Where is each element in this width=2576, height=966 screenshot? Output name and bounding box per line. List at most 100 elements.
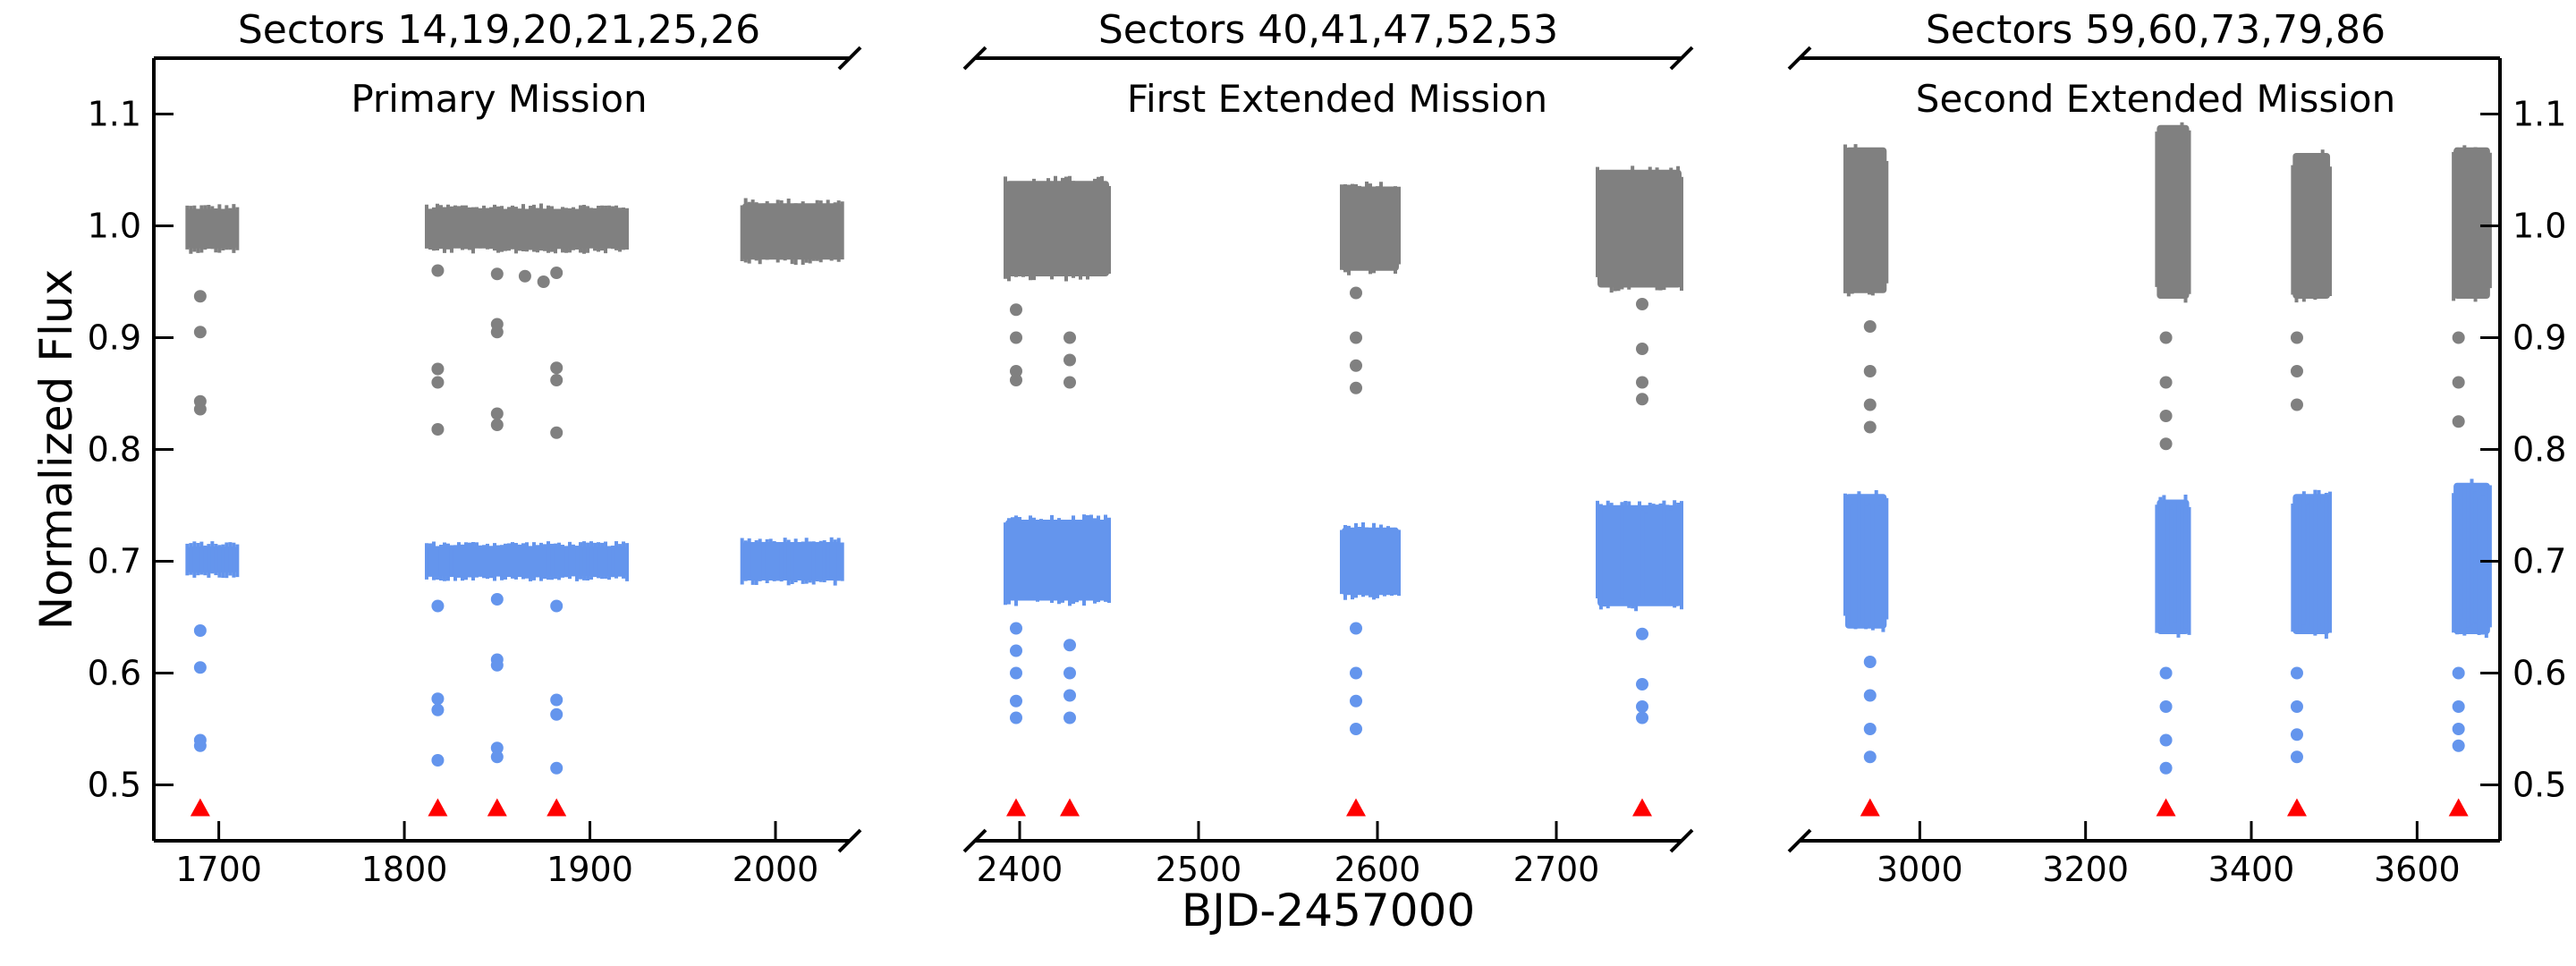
plot-layer: 1700 1800 1900 2000 2400 2500 2600 2700 3000 3200…: [88, 46, 2566, 889]
series-1-dip-point-13: [2452, 376, 2465, 389]
series-1-dip-point-17: [550, 267, 564, 279]
series-1-dip-point-6: [2159, 376, 2173, 389]
series-1-dip-point-1: [1863, 320, 1877, 333]
break-mark: [1669, 828, 1694, 853]
series-2-dip-point-11: [2290, 728, 2303, 741]
x-tick-label: 1900: [547, 850, 633, 889]
transit-marker-4: [2448, 798, 2469, 817]
series-1-dip-point-5: [1063, 331, 1076, 344]
series-2-dip-point-9: [1063, 711, 1076, 724]
series-2-dip-point-8: [2159, 761, 2173, 775]
series-2-dip-point-15: [2452, 723, 2465, 735]
series-2-dip-point-8: [431, 599, 445, 613]
series-2-dip-point-10: [1350, 622, 1362, 635]
series-1-dip-point-11: [2290, 398, 2303, 411]
series-2-dip-point-4: [193, 739, 207, 752]
series-2-dip-point-8: [1063, 689, 1076, 702]
series-2-dip-point-11: [1350, 666, 1362, 680]
x-tick-label: 2000: [733, 850, 819, 889]
series-1-dip-point-13: [1636, 343, 1648, 355]
series-1-dip-point-12: [490, 419, 504, 431]
y-tick-label: 0.8: [88, 430, 141, 470]
series-1-dip-point-8: [1350, 286, 1362, 300]
transit-marker-2: [2156, 798, 2176, 817]
x-tick-label: 2600: [1335, 850, 1421, 889]
y-tick-label: 0.9: [88, 318, 141, 358]
y-tick-label: 1.0: [88, 207, 141, 246]
break-mark: [837, 828, 862, 853]
series-2-dip-point-14: [1636, 627, 1648, 640]
series-1-dip-point-2: [193, 326, 207, 339]
series-2-dip-point-12: [490, 741, 504, 755]
series-1-dip-point-9: [1350, 331, 1362, 344]
series-2-dip-point-9: [2290, 666, 2303, 680]
series-2-dip-point-14: [550, 693, 564, 707]
series-1-dip-point-10: [490, 326, 504, 339]
series-1-dip-point-7: [2159, 410, 2173, 422]
series-1-dip-point-5: [431, 362, 445, 376]
y-tick-label-right: 0.7: [2512, 542, 2566, 581]
y-tick-label-right: 0.5: [2512, 766, 2566, 805]
series-1-dip-point-11: [1350, 381, 1362, 394]
y-tick-label: 0.7: [88, 542, 141, 581]
series-2-dip-point-13: [490, 750, 504, 764]
series-2-dip-point-15: [550, 708, 564, 721]
series-2-dip-point-2: [193, 661, 207, 674]
series-1-dip-point-5: [2159, 331, 2173, 344]
break-mark: [962, 828, 987, 853]
series-1-dip-point-7: [1063, 376, 1076, 389]
series-2-dip-point-14: [2452, 700, 2465, 713]
series-2-dip-point-16: [550, 761, 564, 775]
series-2-dip-point-17: [550, 599, 564, 613]
series-2-dip-point-5: [2159, 666, 2173, 680]
series-2-dip-point-4: [1863, 750, 1877, 764]
series-1-dip-point-12: [2452, 331, 2465, 344]
series-2-dip-point-17: [1636, 711, 1648, 724]
x-tick-label: 2400: [977, 850, 1063, 889]
panel-3: 3000 3200 3400 3600: [1787, 46, 2502, 889]
x-tick-label: 2500: [1156, 850, 1242, 889]
y-tick-label-right: 1.1: [2512, 95, 2566, 134]
series-1-dip-point-19: [518, 269, 531, 283]
panel-2-title: Sectors 40,41,47,52,53: [1098, 7, 1558, 53]
y-axis-label: Normalized Flux: [30, 269, 82, 630]
y-tick-label-right: 1.0: [2512, 207, 2566, 246]
break-mark: [837, 46, 862, 71]
series-1-dip-point-4: [193, 402, 207, 416]
x-tick-label: 3600: [2374, 850, 2461, 889]
series-2-dip-point-6: [2159, 700, 2173, 713]
series-2-dip-point-9: [490, 593, 504, 606]
series-2-dip-point-16: [2452, 739, 2465, 752]
series-2-dip-point-1: [1863, 656, 1877, 668]
series-1-dip-point-14: [2452, 415, 2465, 428]
series-2-dip-point-6: [431, 703, 445, 716]
series-1-dip-point-3: [1010, 365, 1022, 377]
break-mark: [1669, 46, 1694, 71]
series-1-dip-point-15: [1636, 393, 1648, 406]
panel-1-title: Sectors 14,19,20,21,25,26: [238, 7, 760, 53]
series-1-dip-point-2: [1010, 331, 1022, 344]
series-2-dip-point-11: [490, 658, 504, 672]
series-1-dip-point-15: [550, 374, 564, 386]
break-mark: [1787, 46, 1812, 71]
series-1-dip-point-12: [1636, 298, 1648, 310]
series-2-dip-point-7: [1063, 666, 1076, 680]
series-1-dip-point-18: [537, 275, 550, 288]
x-tick-label: 3000: [1877, 850, 1963, 889]
y-tick-label-right: 0.8: [2512, 430, 2566, 470]
y-tick-label: 0.6: [88, 654, 141, 693]
x-tick-label: 1800: [361, 850, 448, 889]
y-tick-label-right: 0.9: [2512, 318, 2566, 358]
series-1-dip-point-2: [1863, 365, 1877, 377]
series-2-dip-point-3: [1863, 723, 1877, 735]
break-mark: [962, 46, 987, 71]
transit-marker-2: [1060, 798, 1080, 817]
series-2-dip-point-5: [431, 692, 445, 706]
break-mark: [1787, 828, 1812, 853]
panel-2: 2400 2500 2600 2700: [962, 46, 1694, 889]
x-tick-label: 1700: [175, 850, 262, 889]
x-tick-label: 2700: [1513, 850, 1600, 889]
series-1-dip-point-14: [1636, 376, 1648, 389]
series-1-dip-point-6: [431, 376, 445, 389]
